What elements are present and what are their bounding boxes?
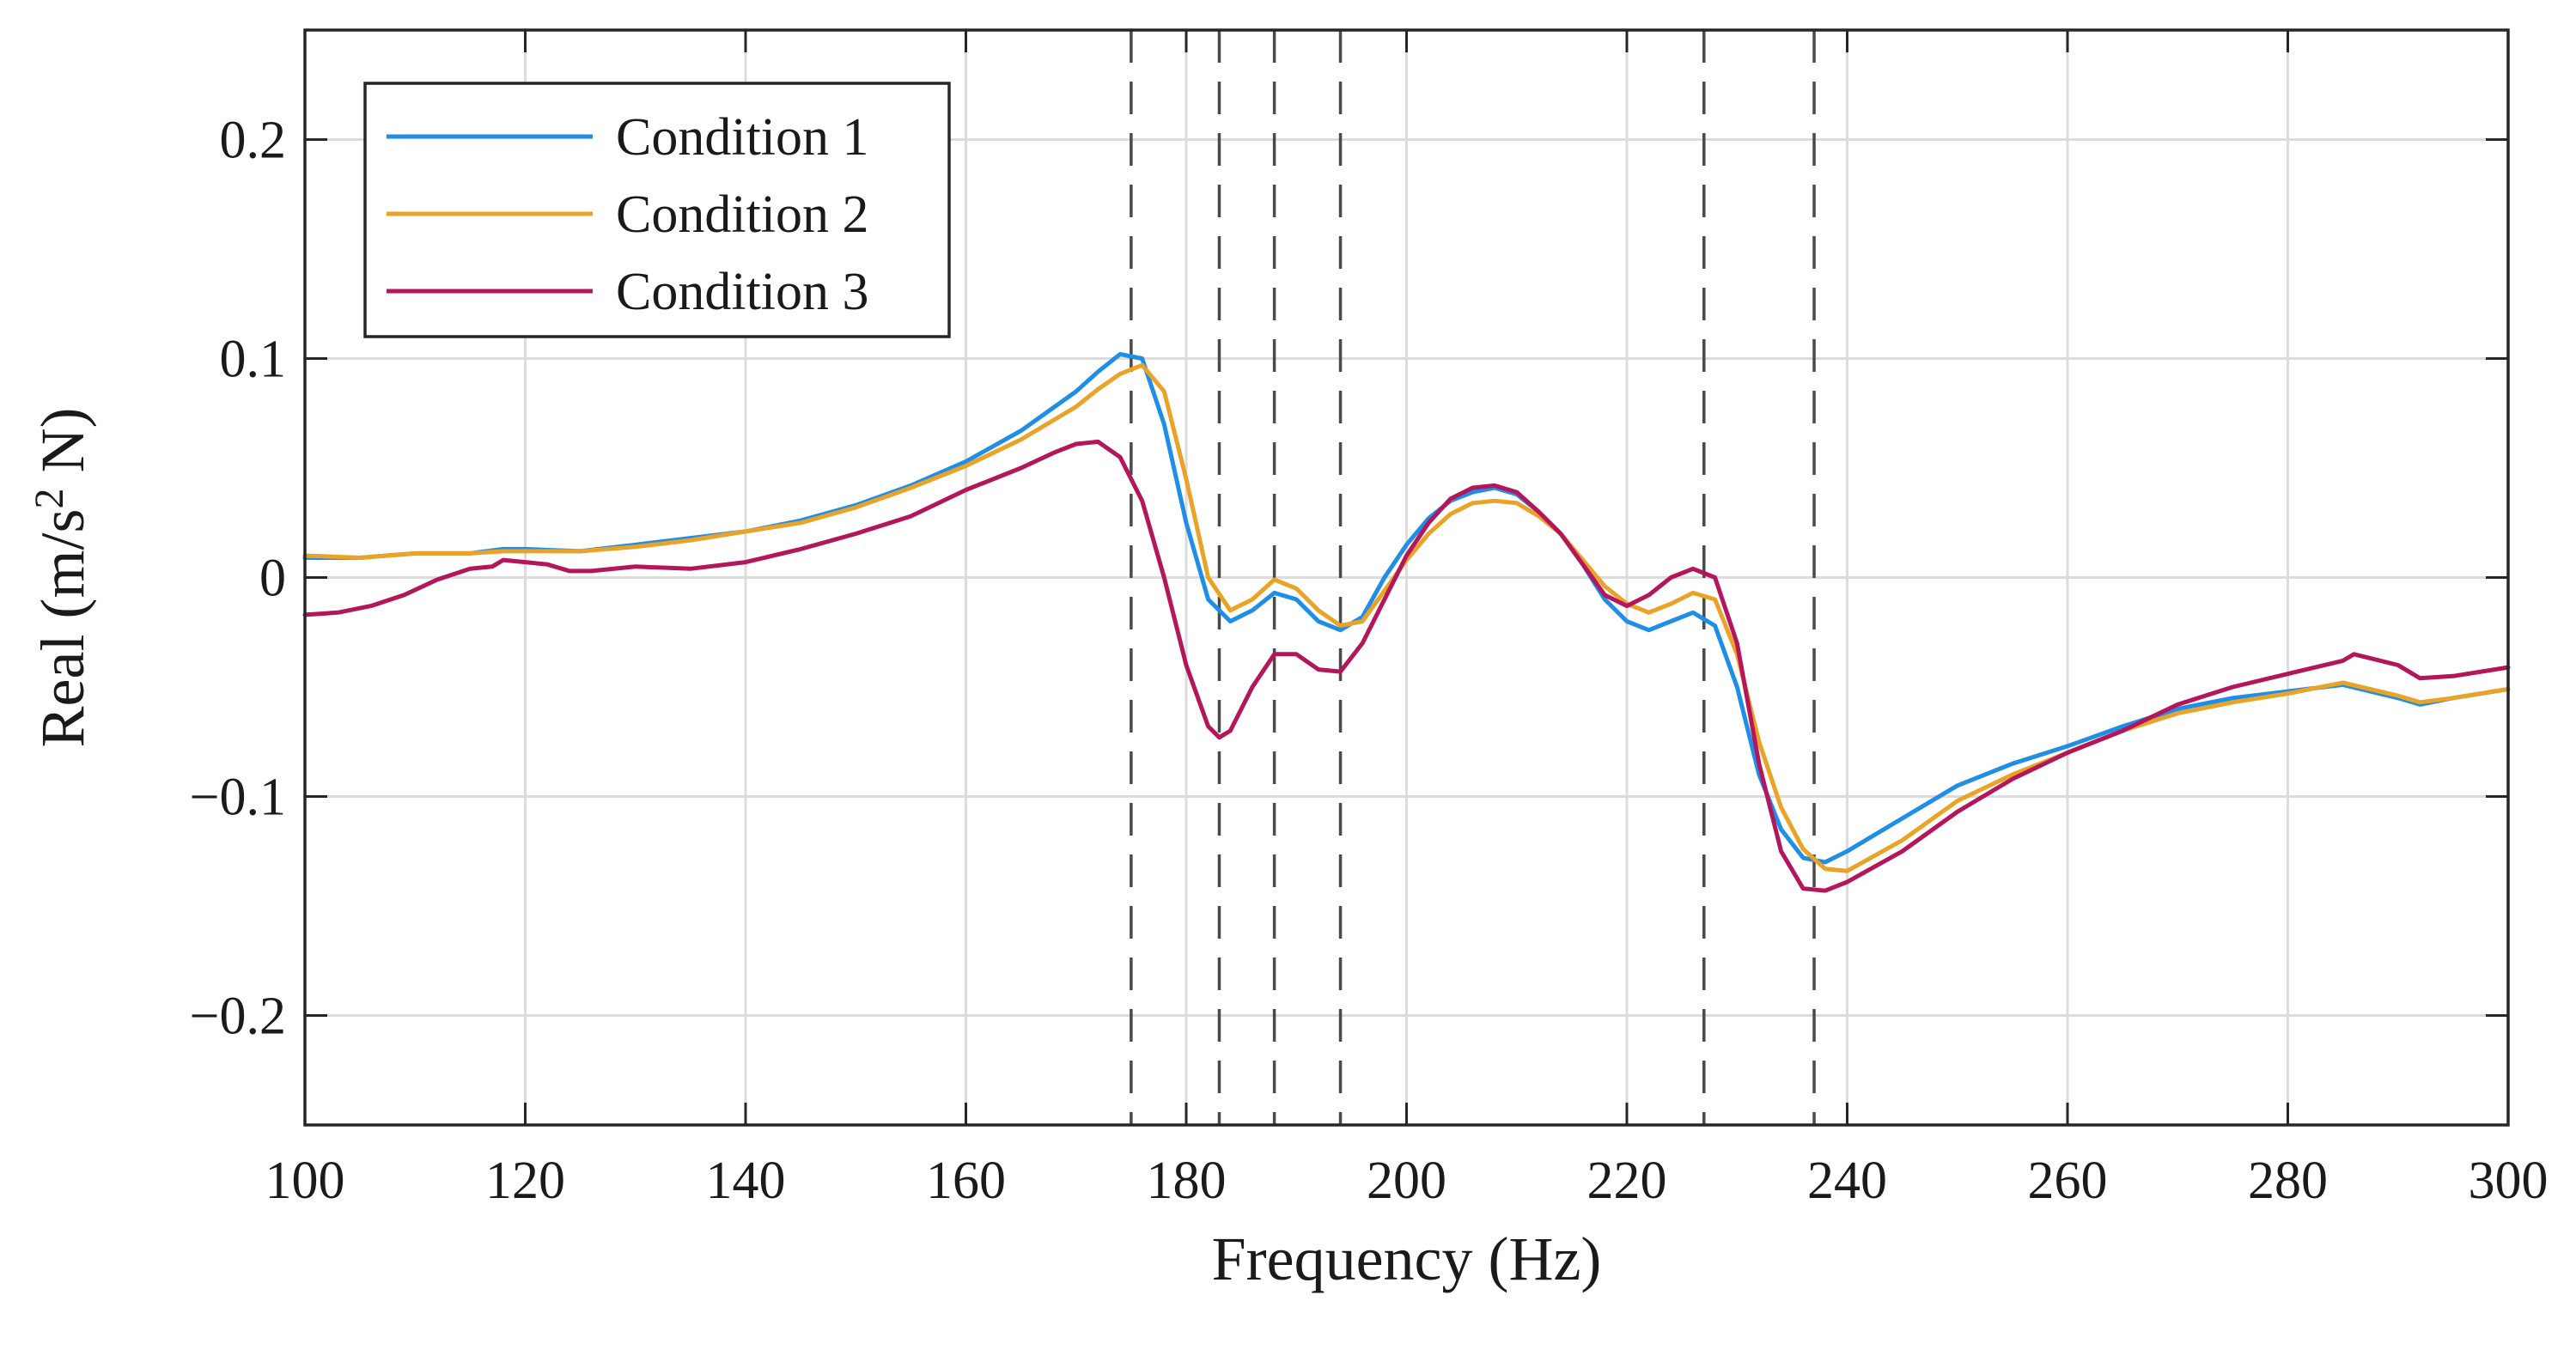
x-tick-label: 160 <box>926 1152 1006 1210</box>
series-group <box>302 351 2511 893</box>
x-tick-label: 240 <box>1807 1152 1887 1210</box>
y-tick-label: 0.1 <box>220 331 287 389</box>
x-tick-label: 280 <box>2248 1152 2328 1210</box>
y-axis-title-base: Real (m/s <box>28 509 97 748</box>
y-tick-label: −0.2 <box>190 988 286 1046</box>
legend-label-condition-2: Condition 2 <box>616 185 869 244</box>
x-tick-label: 100 <box>265 1152 345 1210</box>
axis-ticks <box>303 30 2510 1125</box>
legend: Condition 1 Condition 2 Condition 3 <box>363 82 951 338</box>
y-tick-label: 0 <box>259 550 286 608</box>
legend-label-condition-3: Condition 3 <box>616 263 869 321</box>
x-axis-title: Frequency (Hz) <box>1212 1225 1602 1293</box>
y-axis-title-superscript: 2 <box>27 489 72 509</box>
x-tick-label: 180 <box>1147 1152 1227 1210</box>
legend-box <box>363 82 951 338</box>
x-tick-labels: 100 120 140 160 180 200 220 240 260 280 300 <box>265 1152 2549 1210</box>
x-tick-label: 120 <box>485 1152 565 1210</box>
y-tick-labels: −0.2 −0.1 0 0.1 0.2 <box>190 112 286 1046</box>
x-tick-label: 220 <box>1587 1152 1667 1210</box>
y-axis-title-tail: N) <box>28 408 97 489</box>
x-tick-label: 140 <box>706 1152 786 1210</box>
series-line-condition-2 <box>302 362 2511 873</box>
x-tick-label: 260 <box>2028 1152 2108 1210</box>
x-tick-label: 200 <box>1367 1152 1446 1210</box>
y-tick-label: −0.1 <box>190 769 286 827</box>
legend-label-condition-1: Condition 1 <box>616 108 869 167</box>
y-tick-label: 0.2 <box>220 112 287 170</box>
x-tick-label: 300 <box>2469 1152 2549 1210</box>
y-axis-title: Real (m/s2 N) <box>27 408 97 748</box>
series-line-condition-3 <box>302 439 2511 893</box>
